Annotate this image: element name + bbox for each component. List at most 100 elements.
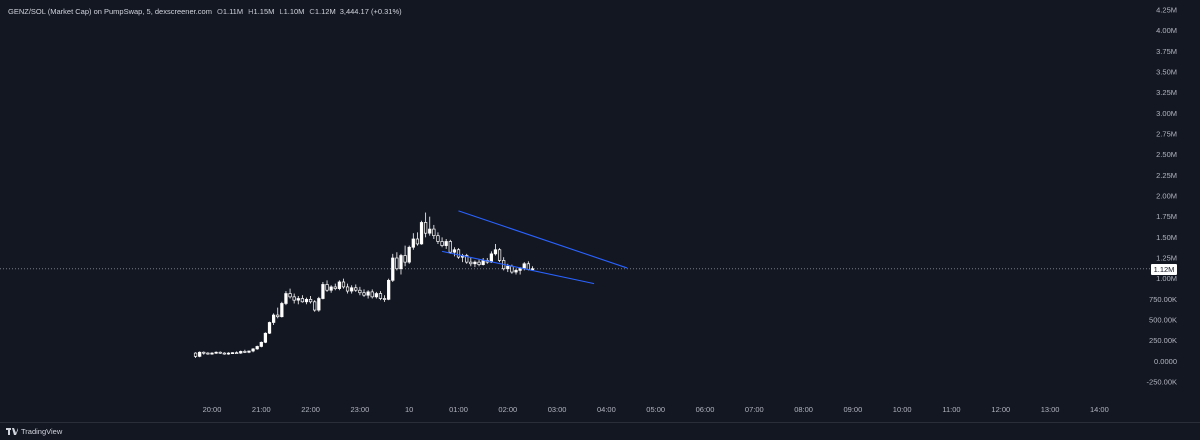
price-change: 3,444.17 (+0.31%): [339, 7, 402, 16]
candle-body: [395, 257, 399, 270]
candle-body: [354, 287, 358, 291]
candle-body: [202, 351, 206, 354]
candle-body: [226, 352, 231, 355]
candle-body: [448, 241, 452, 253]
candle-body: [370, 291, 374, 298]
candle-body: [481, 260, 485, 265]
candlestick-plot[interactable]: 4.25M 4.00M 3.75M 3.50M 3.25M 3.00M 2.75M 2.50M…: [0, 0, 1200, 422]
candle-body: [374, 293, 378, 298]
candle-body: [350, 287, 354, 292]
candle-body: [308, 298, 313, 303]
high-label: H: [248, 7, 254, 16]
candle-body: [239, 351, 243, 354]
time-axis-label: 14:00: [1090, 405, 1109, 414]
price-axis-label: 2.00M: [1156, 192, 1177, 201]
time-axis-label: 07:00: [745, 405, 764, 414]
candle-body: [493, 249, 498, 255]
candle-body: [214, 351, 218, 354]
candle-body: [473, 261, 477, 265]
candle-body: [411, 238, 415, 248]
price-axis-label: 3.50M: [1156, 68, 1177, 77]
candle-body: [345, 286, 350, 292]
price-axis-label: 4.25M: [1156, 6, 1177, 15]
price-axis-label: 3.75M: [1156, 47, 1177, 56]
symbol-title: GENZ/SOL (Market Cap) on PumpSwap, 5, de…: [8, 7, 212, 16]
candle-body: [399, 255, 403, 270]
candle-body: [358, 289, 362, 294]
candle-body: [415, 238, 420, 245]
candle-body: [222, 352, 226, 355]
candle-body: [530, 268, 535, 271]
tradingview-logo-icon[interactable]: [6, 427, 18, 436]
price-axis-label: 500.00K: [1149, 316, 1177, 325]
price-axis-label: 250.00K: [1149, 336, 1177, 345]
candle-body: [407, 246, 411, 263]
candle-body: [300, 298, 305, 303]
time-axis-label: 20:00: [203, 405, 222, 414]
candle-body: [280, 303, 284, 318]
time-axis-label: 05:00: [646, 405, 665, 414]
candle-body: [267, 322, 272, 334]
candle-body: [387, 279, 391, 300]
price-axis-label: 1.25M: [1156, 254, 1177, 263]
close-value: 1.12M: [314, 7, 336, 16]
price-axis-label: 1.00M: [1156, 274, 1177, 283]
time-axis-label: 02:00: [498, 405, 517, 414]
time-axis-label: 12:00: [991, 405, 1010, 414]
candle-body: [378, 293, 383, 299]
trendline: [441, 250, 595, 285]
time-axis-label: 06:00: [696, 405, 715, 414]
candle-body: [510, 265, 514, 273]
time-axis-label: 10:00: [893, 405, 912, 414]
candle-body: [259, 341, 263, 347]
price-axis-label: 2.50M: [1156, 150, 1177, 159]
candle-body: [419, 222, 424, 245]
price-axis-label: 3.25M: [1156, 88, 1177, 97]
price-axis-label: 4.00M: [1156, 26, 1177, 35]
high-value: 1.15M: [253, 7, 275, 16]
candle-body: [403, 255, 407, 263]
tradingview-brand[interactable]: TradingView: [21, 427, 63, 436]
candle-body: [456, 249, 461, 258]
trendline: [458, 210, 628, 269]
price-axis-label: 1.50M: [1156, 233, 1177, 242]
candle-body: [465, 255, 469, 263]
candle-body: [514, 270, 518, 273]
candle-body: [230, 352, 235, 355]
open-label: O: [216, 7, 223, 16]
candle-body: [255, 346, 259, 350]
price-axis-label: 2.75M: [1156, 130, 1177, 139]
time-axis-label: 11:00: [942, 405, 960, 414]
time-axis-label: 21:00: [252, 405, 271, 414]
candle-body: [317, 298, 321, 311]
footer-bar: TradingView: [0, 422, 1200, 440]
candle-body: [329, 286, 333, 291]
candle-body: [292, 296, 296, 301]
time-axis-label: 22:00: [301, 405, 320, 414]
time-axis-label: 23:00: [351, 405, 370, 414]
price-axis-label: 750.00K: [1149, 295, 1177, 304]
candle-body: [263, 332, 268, 343]
candle-body: [522, 263, 526, 269]
time-axis-label: 09:00: [844, 405, 863, 414]
candle-body: [469, 261, 473, 265]
candle-body: [432, 228, 436, 237]
candle-body: [497, 249, 502, 261]
candle-body: [198, 351, 202, 357]
low-value: 1.10M: [283, 7, 305, 16]
candle-body: [362, 292, 366, 296]
time-axis-label: 13:00: [1041, 405, 1060, 414]
symbol-legend: GENZ/SOL (Market Cap) on PumpSwap, 5, de…: [8, 7, 402, 16]
candle-body: [526, 263, 530, 270]
candle-body: [337, 281, 341, 289]
price-axis-label: 2.25M: [1156, 171, 1177, 180]
time-axis-label: 10: [405, 405, 413, 414]
candle-body: [193, 352, 198, 357]
candle-body: [489, 253, 493, 263]
candle-body: [444, 241, 448, 246]
candle-body: [284, 293, 288, 304]
candle-body: [206, 352, 210, 355]
candle-body: [382, 298, 387, 300]
price-axis-label: 1.75M: [1156, 212, 1177, 221]
